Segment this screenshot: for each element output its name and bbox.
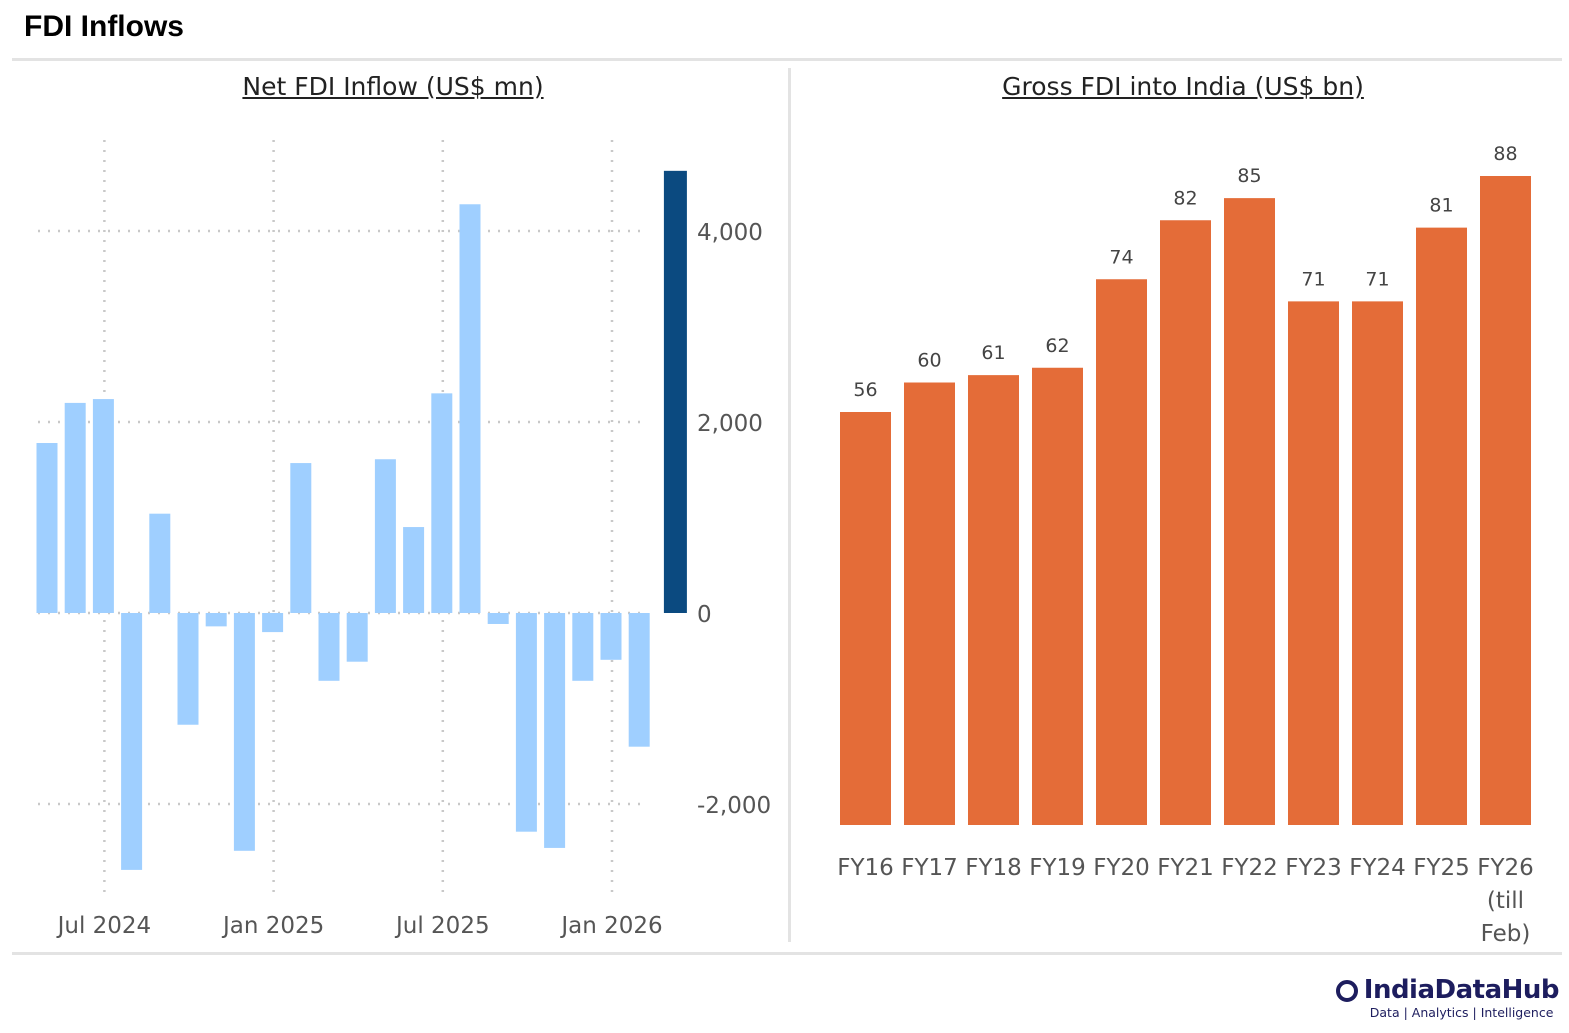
data-label: 88 bbox=[1493, 143, 1517, 165]
net-fdi-bar-jan-2026 bbox=[600, 613, 622, 660]
gross-fdi-bar-fy19 bbox=[1032, 367, 1083, 825]
logo-tagline: Data | Analytics | Intelligence bbox=[1369, 1005, 1554, 1020]
y-tick-label: 0 bbox=[697, 602, 712, 628]
data-label: 71 bbox=[1301, 268, 1325, 290]
x-tick-label: FY17 bbox=[901, 855, 958, 881]
gross-fdi-bar-fy20 bbox=[1096, 279, 1147, 825]
net-fdi-bar-may-2024 bbox=[36, 443, 58, 613]
y-tick-label: 2,000 bbox=[697, 411, 763, 437]
data-label: 56 bbox=[853, 379, 877, 401]
net-fdi-bar-oct-2024 bbox=[177, 613, 199, 725]
net-fdi-bar-jun-2024 bbox=[64, 402, 86, 613]
net-fdi-bar-feb-2026 bbox=[628, 613, 650, 747]
net-fdi-bar-oct-2025 bbox=[515, 613, 537, 832]
net-fdi-bar-nov-2025 bbox=[544, 613, 566, 848]
bottom-divider bbox=[12, 952, 1562, 955]
net-fdi-bar-jul-2024 bbox=[92, 399, 114, 613]
gross-fdi-bar-fy21 bbox=[1160, 220, 1211, 825]
logo-mark-icon bbox=[1335, 980, 1358, 1002]
data-label: 60 bbox=[917, 350, 941, 372]
x-tick-label: Jan 2026 bbox=[559, 913, 662, 939]
net-fdi-bar-jan-2025 bbox=[262, 613, 284, 633]
panel-divider bbox=[788, 68, 791, 942]
gross-fdi-bar-fy23 bbox=[1288, 301, 1339, 825]
data-label: 81 bbox=[1429, 195, 1453, 217]
net-fdi-bar-jun-2025 bbox=[403, 527, 425, 613]
net-fdi-bar-aug-2024 bbox=[121, 613, 143, 870]
gross-fdi-bar-fy17 bbox=[904, 382, 955, 825]
gross-fdi-bar-fy22 bbox=[1224, 198, 1275, 825]
net-fdi-chart-title: Net FDI Inflow (US$ mn) bbox=[242, 72, 544, 101]
gross-fdi-bar-fy25 bbox=[1416, 227, 1467, 825]
data-label: 82 bbox=[1173, 187, 1197, 209]
net-fdi-bar-jul-2025 bbox=[431, 393, 453, 613]
x-tick-label: Jul 2025 bbox=[394, 913, 490, 939]
data-label: 74 bbox=[1109, 246, 1133, 268]
x-tick-label: FY19 bbox=[1029, 855, 1086, 881]
data-label: 71 bbox=[1365, 268, 1389, 290]
gross-fdi-bar-fy16 bbox=[840, 412, 891, 825]
x-tick-label: FY23 bbox=[1285, 855, 1342, 881]
indiadatahub-logo: IndiaDataHub Data | Analytics | Intellig… bbox=[1335, 975, 1560, 1020]
x-tick-label: FY21 bbox=[1157, 855, 1214, 881]
net-fdi-bar-mar-2025 bbox=[318, 613, 340, 681]
x-tick-label: FY22 bbox=[1221, 855, 1278, 881]
net-fdi-bar-feb-2025 bbox=[290, 463, 312, 613]
net-fdi-bar-dec-2025 bbox=[572, 613, 594, 681]
data-label: 85 bbox=[1237, 165, 1261, 187]
page-title: FDI Inflows bbox=[24, 10, 184, 43]
x-tick-label: FY18 bbox=[965, 855, 1022, 881]
x-tick-label: FY26 (till Feb) bbox=[1477, 855, 1534, 947]
x-tick-label: FY25 bbox=[1413, 855, 1470, 881]
net-fdi-bar-apr-2025 bbox=[346, 613, 368, 662]
net-fdi-bar-nov-2024 bbox=[205, 613, 227, 627]
gross-fdi-chart-title: Gross FDI into India (US$ bn) bbox=[1002, 72, 1364, 101]
y-tick-label: -2,000 bbox=[697, 793, 771, 819]
gross-fdi-bar-fy18 bbox=[968, 375, 1019, 825]
logo-name: IndiaDataHub bbox=[1363, 975, 1560, 1005]
net-fdi-bar-sep-2025 bbox=[487, 613, 509, 624]
gross-fdi-bar-fy24 bbox=[1352, 301, 1403, 825]
data-label: 62 bbox=[1045, 335, 1069, 357]
x-tick-label: Jan 2025 bbox=[221, 913, 324, 939]
net-fdi-bar-mar-2026 bbox=[663, 170, 687, 613]
x-tick-label: Jul 2024 bbox=[56, 913, 152, 939]
net-fdi-bar-aug-2025 bbox=[459, 204, 481, 613]
top-divider bbox=[12, 58, 1562, 61]
net-fdi-bar-dec-2024 bbox=[233, 613, 255, 851]
net-fdi-bar-may-2025 bbox=[374, 459, 396, 613]
data-label: 61 bbox=[981, 342, 1005, 364]
gross-fdi-bar-fy26 bbox=[1480, 176, 1531, 825]
y-tick-label: 4,000 bbox=[697, 220, 763, 246]
x-tick-label: FY24 bbox=[1349, 855, 1406, 881]
net-fdi-bar-sep-2024 bbox=[149, 513, 171, 613]
x-tick-label: FY16 bbox=[837, 855, 894, 881]
x-tick-label: FY20 bbox=[1093, 855, 1150, 881]
